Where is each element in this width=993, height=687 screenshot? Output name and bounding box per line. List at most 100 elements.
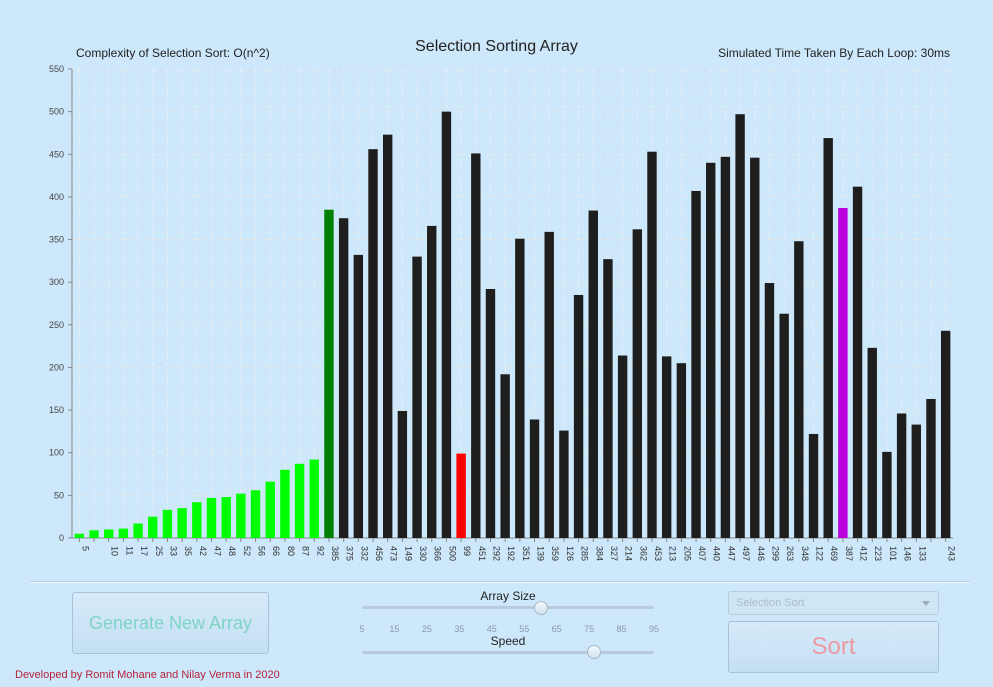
x-tick-label: 52 [242,546,252,556]
bar [823,138,833,538]
x-tick-label: 366 [433,546,443,561]
bar [691,190,701,538]
array-size-tick: 5 [359,624,365,634]
generate-new-array-button[interactable]: Generate New Array [72,592,269,654]
x-tick-label: 446 [756,546,766,561]
bar [588,210,598,538]
x-tick-label: 213 [668,546,678,561]
x-tick-label: 362 [638,546,648,561]
x-tick-label: 412 [859,546,869,561]
x-tick-label: 25 [154,546,164,556]
bar [706,162,716,539]
bar [368,149,378,538]
bar [427,225,437,538]
y-tick-label: 100 [49,448,64,458]
x-tick-label: 263 [785,546,795,561]
bar [794,241,804,538]
array-size-tick: 65 [551,624,562,634]
y-tick-label: 450 [49,149,64,159]
bar [529,419,540,538]
x-tick-label: 17 [139,546,149,556]
x-tick-label: 473 [389,546,399,561]
bar [192,502,202,538]
bar [485,289,496,538]
x-tick-label: 384 [594,546,604,561]
bar [852,186,863,538]
algorithm-select-value: Selection Sort [736,597,805,609]
y-tick-label: 300 [49,277,64,287]
array-size-tick: 75 [584,624,595,634]
x-tick-label: 375 [345,546,355,561]
x-tick-label: 139 [536,546,546,561]
bar [544,231,554,538]
bar [162,509,173,538]
sort-button[interactable]: Sort [728,621,939,673]
array-size-slider[interactable] [362,606,654,609]
y-tick-label: 550 [49,64,64,74]
bar [89,530,99,538]
bar [779,313,789,538]
y-tick-label: 400 [49,192,64,202]
x-tick-label: 299 [770,546,780,561]
x-tick-label: 48 [227,546,237,556]
x-tick-label: 285 [580,546,590,561]
x-tick-label: 133 [917,546,927,561]
bar [882,451,892,538]
bar [74,533,85,538]
array-size-tick: 15 [389,624,400,634]
speed-slider[interactable] [362,651,654,654]
bar [720,156,731,538]
bar [294,463,305,538]
chevron-down-icon [922,601,930,606]
y-tick-label: 50 [54,490,64,500]
bar [676,363,687,538]
x-tick-label: 214 [624,546,634,561]
x-tick-label: 456 [374,546,384,561]
bar [896,413,907,538]
y-tick-label: 350 [49,235,64,245]
bar [133,523,143,538]
x-tick-label: 99 [462,546,472,556]
x-tick-label: 332 [359,546,369,561]
bar [632,229,643,538]
array-size-tick: 95 [648,624,660,634]
speed-slider-thumb[interactable] [586,645,601,659]
bar [338,218,349,538]
array-size-tick: 25 [421,624,432,634]
bar [603,259,613,538]
bar [309,459,319,538]
bar [647,151,657,538]
time-per-loop-label: Simulated Time Taken By Each Loop: 30ms [718,46,950,60]
x-tick-label: 42 [198,546,208,556]
x-tick-label: 407 [697,546,707,561]
x-tick-label: 10 [110,546,120,556]
x-tick-label: 500 [447,546,457,561]
bar [808,433,819,538]
bar [382,134,393,538]
array-size-tick: 85 [616,624,627,634]
x-tick-label: 440 [712,546,722,561]
bar [412,256,422,538]
y-tick-label: 0 [59,533,64,543]
bar [397,410,408,538]
x-tick-label: 447 [726,546,736,561]
bar [280,469,290,538]
array-size-tick: 45 [486,624,497,634]
bar [838,207,848,538]
bar [617,355,628,538]
array-size-slider-thumb[interactable] [534,601,549,615]
bar [500,374,510,538]
x-tick-label: 351 [521,546,531,561]
x-tick-label: 5 [80,546,90,551]
x-tick-label: 453 [653,546,663,561]
x-tick-label: 92 [315,546,325,556]
bar [661,356,672,538]
bar [735,114,745,538]
x-tick-label: 11 [124,546,134,555]
algorithm-select[interactable]: Selection Sort [728,591,939,615]
bar [441,111,452,539]
x-tick-label: 87 [301,546,311,556]
x-tick-label: 101 [888,546,898,561]
x-tick-label: 122 [815,546,825,561]
bar [940,330,951,538]
